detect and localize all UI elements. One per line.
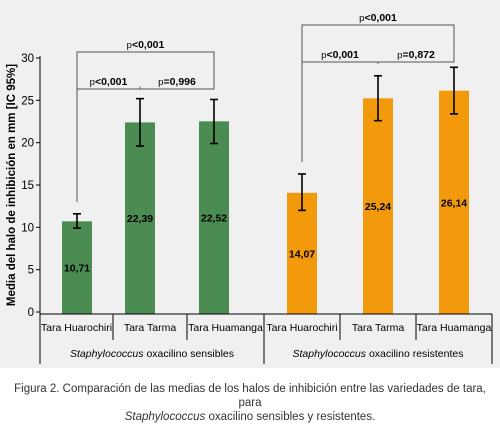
y-axis-label: Media del halo de inhibición en mm [IC 9… [6, 64, 18, 306]
x-tick-label: Tara Huamanga [417, 322, 492, 334]
y-tick-label: 5 [28, 265, 34, 277]
x-tick-label: Tara Huarochiri [41, 322, 112, 334]
data-label: 26,14 [441, 197, 467, 209]
data-label: 10,71 [64, 263, 90, 275]
bar [287, 192, 317, 314]
group-label-rest: oxacilino resistentes [366, 348, 463, 360]
bar [439, 90, 469, 314]
group-label-italic: Staphylococcus [70, 348, 144, 360]
chart-panel: 0 5 10 15 20 25 30 Media del halo de inhibición… [0, 0, 500, 368]
y-tick-label: 30 [21, 53, 34, 65]
caption-line-1: Figura 2. Comparación de las medias de l… [14, 383, 486, 409]
bar [125, 122, 155, 314]
y-tick-label: 20 [21, 138, 34, 150]
data-label: 22,39 [127, 213, 153, 225]
significance-label-value: =0,872 [402, 49, 435, 61]
significance-label: p<0,001 [359, 12, 397, 24]
x-tick-label: Tara Tarma [352, 322, 404, 334]
x-tick-label: Tara Tarma [124, 322, 176, 334]
significance-bracket [301, 24, 455, 162]
significance-label-prefix: p [90, 77, 95, 88]
data-label: 14,07 [289, 248, 315, 260]
significance-label-value: <0,001 [364, 12, 397, 24]
bar [199, 121, 229, 315]
significance-label: p<0,001 [90, 76, 128, 88]
figure-caption: Figura 2. Comparación de las medias de l… [4, 382, 496, 424]
y-tick-label: 10 [21, 222, 34, 234]
y-tick-label: 15 [21, 180, 34, 192]
y-tick-label: 25 [21, 95, 34, 107]
bar [363, 98, 393, 314]
significance-label-prefix: p [397, 50, 402, 61]
significance-label-prefix: p [359, 13, 364, 24]
significance-label-prefix: p [127, 40, 132, 51]
data-label: 22,52 [201, 213, 227, 225]
bar [62, 221, 92, 314]
significance-bracket [139, 86, 215, 90]
x-tick-label: Tara Huarochiri [266, 322, 337, 334]
significance-label-value: =0,996 [163, 76, 196, 88]
significance-bracket [377, 55, 455, 64]
significance-label-prefix: p [321, 50, 326, 61]
significance-label: p=0,872 [397, 49, 435, 61]
group-label-italic: Staphylococcus [292, 348, 366, 360]
group-label-rest: oxacilino sensibles [144, 348, 234, 360]
significance-label-prefix: p [158, 77, 163, 88]
significance-bracket [76, 51, 215, 202]
significance-label: p<0,001 [127, 39, 165, 51]
significance-label: p=0,996 [158, 76, 196, 88]
significance-label-value: <0,001 [95, 76, 128, 88]
significance-label-value: <0,001 [132, 39, 165, 51]
group-label: Staphylococcus oxacilino sensibles [70, 348, 234, 360]
significance-label: p<0,001 [321, 49, 359, 61]
x-tick-label: Tara Huamanga [188, 322, 263, 334]
data-label: 25,24 [365, 201, 391, 213]
caption-line-2: Staphylococcus oxacilino sensibles y res… [4, 410, 496, 424]
y-tick-label: 0 [28, 307, 34, 319]
group-label: Staphylococcus oxacilino resistentes [292, 348, 463, 360]
significance-label-value: <0,001 [326, 49, 359, 61]
